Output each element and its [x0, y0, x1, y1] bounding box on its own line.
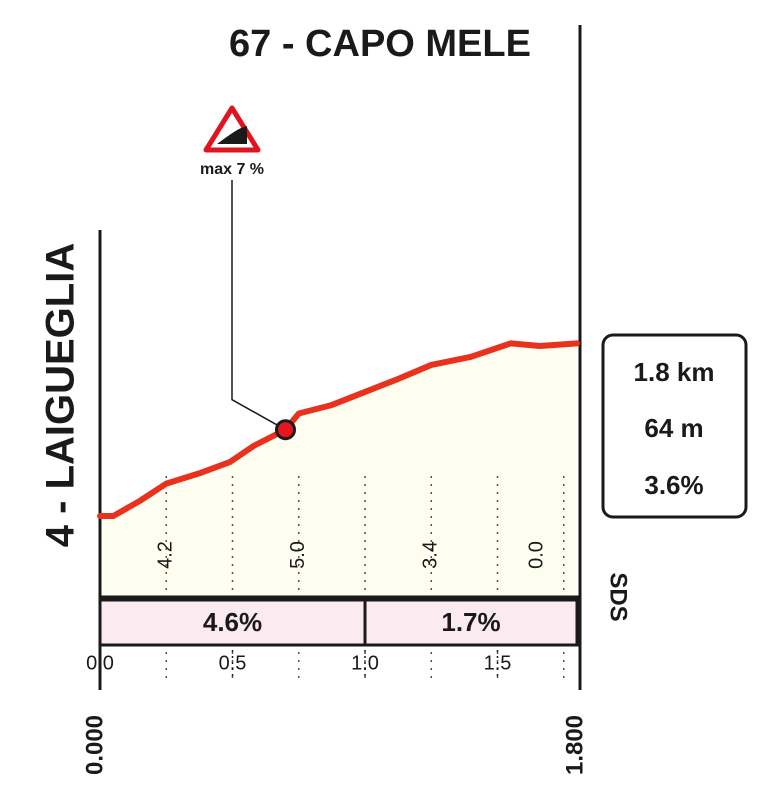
warning-icon [203, 105, 261, 153]
marker-point [275, 419, 296, 441]
info-box [601, 333, 748, 519]
x-tick-label: 0.5 [219, 652, 247, 674]
info-distance: 1.8 km [634, 357, 715, 387]
chart-title: 67 - CAPO MELE [229, 23, 531, 65]
x-tick-label: 0.0 [86, 652, 114, 674]
end-km-label: 1.800 [561, 715, 588, 775]
info-gradient: 3.6% [644, 470, 703, 500]
gradient-label: 4.2 [155, 541, 177, 569]
x-tick-label: 1.0 [351, 652, 379, 674]
gradient-label: 3.4 [420, 541, 442, 569]
start-label: 4 - LAIGUEGLIA [39, 243, 83, 547]
area-fill [100, 343, 577, 597]
profile-line [97, 340, 580, 520]
info-gain: 64 m [644, 413, 703, 443]
x-tick-label: 1.5 [484, 652, 512, 674]
start-km-label: 0.000 [81, 715, 108, 775]
band-label: 1.7% [441, 607, 500, 637]
gradient-label: 0.0 [526, 541, 548, 569]
marker-leader [231, 180, 286, 431]
logo: SDS [605, 572, 632, 621]
gradient-label: 5.0 [287, 541, 309, 569]
band-label: 4.6% [203, 607, 262, 637]
band-segment [363, 598, 579, 647]
marker-label: max 7 % [200, 161, 264, 178]
